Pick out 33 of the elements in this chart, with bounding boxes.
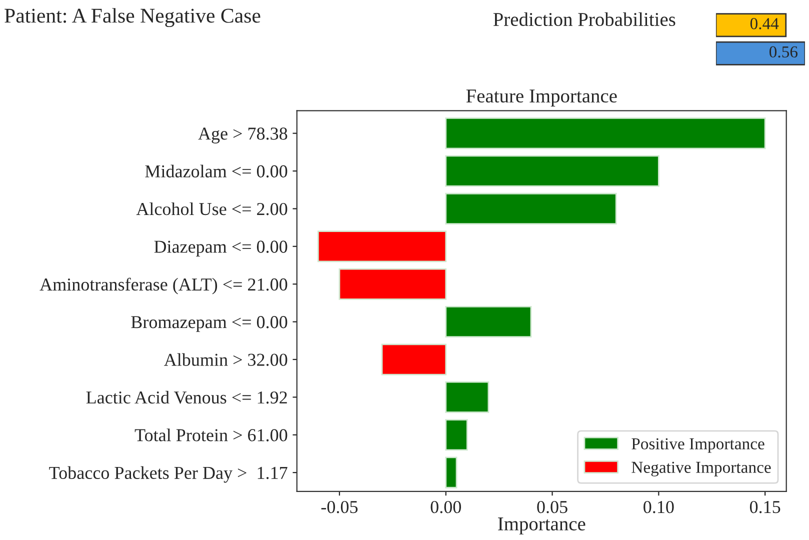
bar [445, 155, 660, 187]
x-tick-label: 0.05 [537, 500, 568, 514]
bar [445, 118, 766, 150]
y-tick-label: Midazolam <= 0.00 [145, 164, 288, 178]
text: Patient: A False Negative Case [4, 8, 260, 28]
bar [445, 192, 617, 224]
bar [445, 419, 468, 451]
y-tick-label: Total Protein > 61.00 [134, 428, 288, 442]
x-axis-title: Importance [498, 518, 586, 534]
bar [338, 268, 447, 300]
bar [445, 306, 532, 338]
y-tick-label: Diazepam <= 0.00 [154, 240, 288, 257]
data-label: 0.44 [750, 18, 779, 30]
bar [381, 344, 447, 376]
x-tick-label: 0.10 [644, 500, 674, 514]
y-tick-label: Albumin > 32.00 [164, 353, 288, 366]
y-tick-label: Age > 78.38 [198, 128, 288, 144]
y-tick-label: Bromazepam <= 0.00 [131, 316, 288, 332]
chart-title: Feature Importance [466, 90, 617, 107]
y-tick-label: Aminotransferase (ALT) <= 21.00 [40, 278, 288, 294]
y-tick-label: Lactic Acid Venous <= 1.92 [86, 390, 287, 404]
x-tick-label: -0.05 [321, 500, 358, 514]
y-tick-label: Tobacco Packets Per Day > 1.17 [49, 466, 288, 483]
bar [445, 456, 458, 488]
bar [317, 230, 447, 262]
y-tick-label: Alcohol Use <= 2.00 [136, 202, 288, 216]
bar [445, 381, 490, 413]
x-tick-label: 0.00 [430, 500, 461, 514]
legend-label: Positive Importance [632, 438, 764, 453]
data-label: 0.56 [769, 46, 798, 58]
chart-title: Prediction Probabilities [493, 12, 676, 26]
x-tick-label: 0.15 [750, 500, 780, 514]
legend-label: Negative Importance [632, 462, 771, 476]
